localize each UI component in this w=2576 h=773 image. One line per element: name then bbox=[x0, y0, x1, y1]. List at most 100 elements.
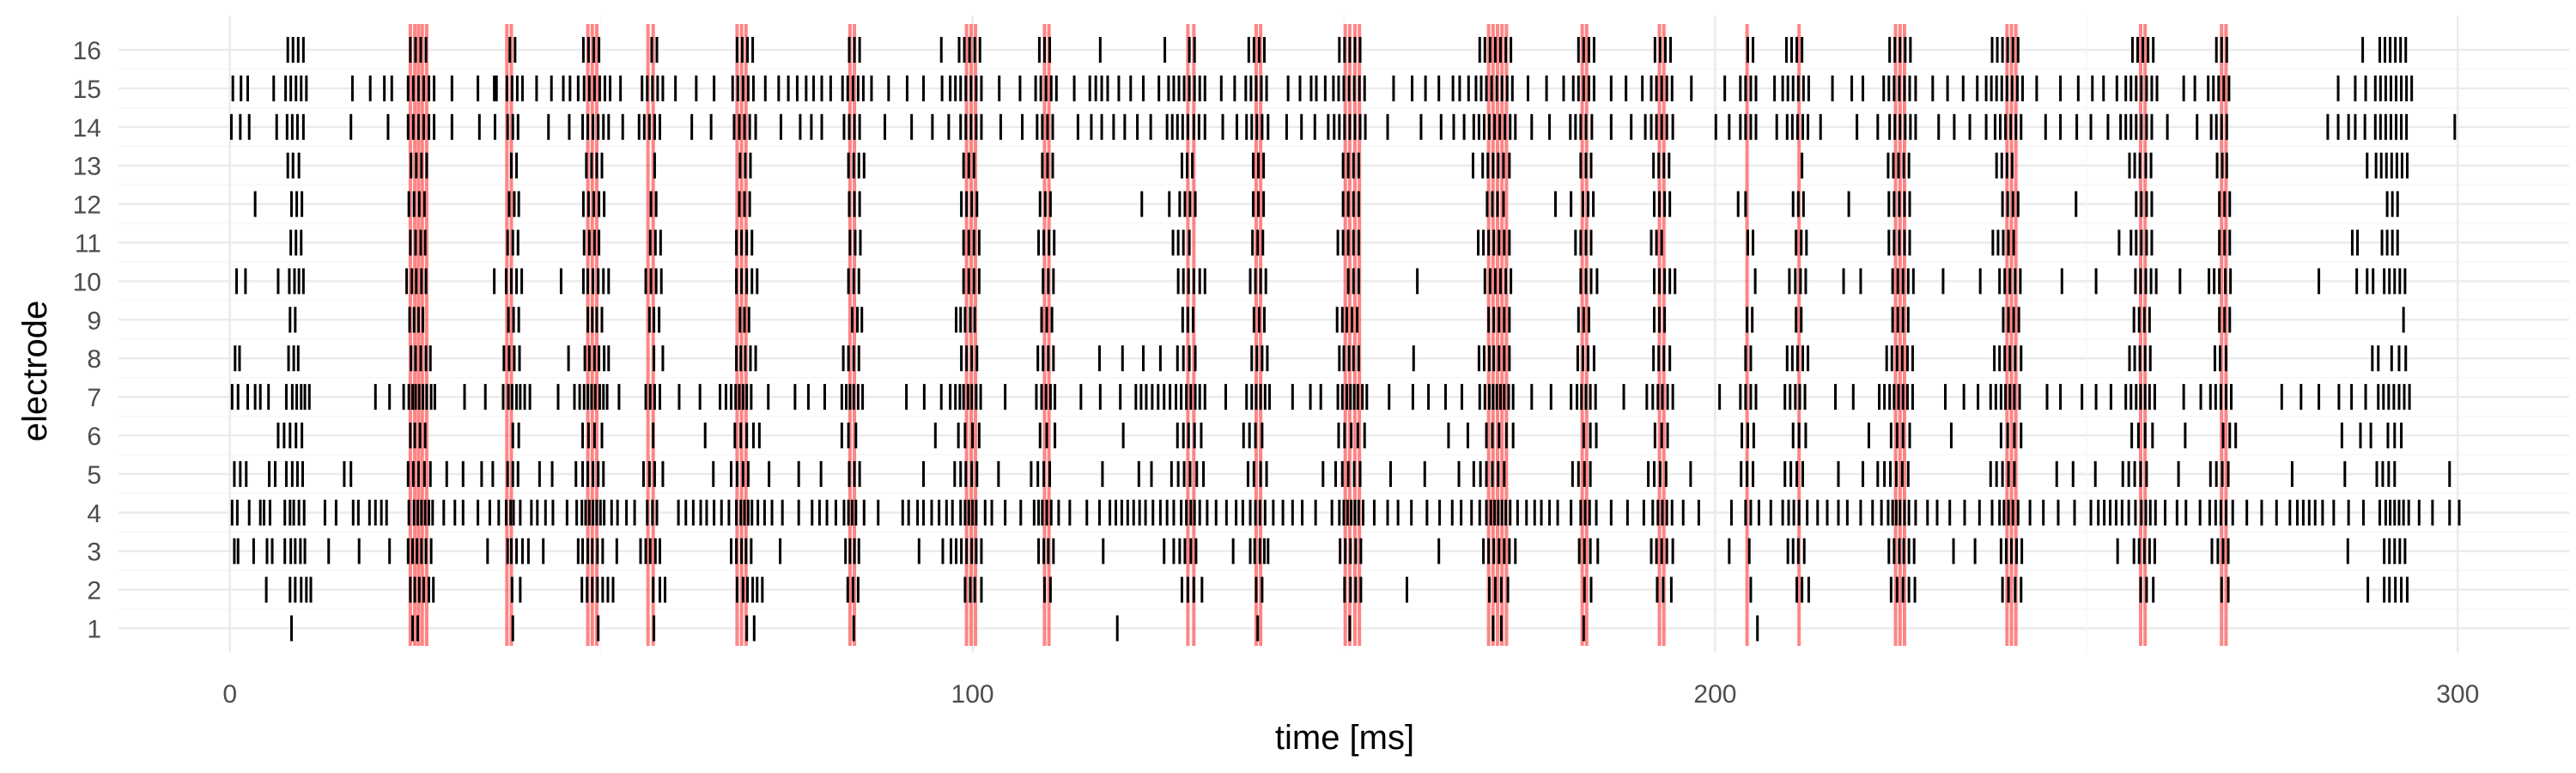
spike-electrode-5 bbox=[1321, 460, 1325, 487]
spike-electrode-6 bbox=[971, 423, 975, 448]
spike-electrode-7 bbox=[2109, 384, 2112, 411]
spike-electrode-8 bbox=[739, 345, 743, 372]
spike-electrode-10 bbox=[2014, 268, 2017, 295]
spike-electrode-15 bbox=[1990, 75, 1993, 101]
spike-electrode-5 bbox=[953, 460, 957, 487]
y-tick-label: 1 bbox=[87, 616, 101, 644]
spike-electrode-4 bbox=[1493, 499, 1497, 526]
spike-electrode-6 bbox=[2228, 423, 2232, 448]
spike-electrode-8 bbox=[2219, 345, 2222, 372]
spike-electrode-16 bbox=[586, 37, 590, 63]
spike-electrode-11 bbox=[648, 229, 652, 256]
spike-electrode-14 bbox=[511, 113, 514, 140]
spike-electrode-3 bbox=[917, 538, 920, 564]
spike-electrode-7 bbox=[433, 384, 436, 411]
spike-electrode-7 bbox=[1511, 384, 1515, 411]
spike-electrode-8 bbox=[2020, 345, 2023, 372]
spike-electrode-15 bbox=[609, 75, 612, 101]
spike-electrode-15 bbox=[811, 75, 815, 101]
spike-electrode-12 bbox=[1341, 191, 1345, 217]
spike-electrode-5 bbox=[1503, 460, 1506, 487]
spike-electrode-8 bbox=[1176, 345, 1179, 372]
spike-electrode-16 bbox=[2378, 37, 2381, 63]
spike-electrode-2 bbox=[300, 576, 303, 603]
spike-electrode-13 bbox=[2133, 152, 2136, 179]
spike-electrode-3 bbox=[1786, 538, 1789, 564]
spike-electrode-6 bbox=[1242, 423, 1245, 448]
spike-electrode-7 bbox=[1175, 384, 1178, 411]
spike-electrode-16 bbox=[513, 37, 517, 63]
spike-electrode-10 bbox=[592, 268, 595, 295]
spike-electrode-7 bbox=[1040, 384, 1043, 411]
spike-electrode-11 bbox=[1508, 229, 1511, 256]
spike-electrode-14 bbox=[653, 113, 656, 140]
spike-electrode-4 bbox=[1272, 499, 1275, 526]
spike-electrode-4 bbox=[1144, 499, 1147, 526]
spike-electrode-4 bbox=[488, 499, 491, 526]
spike-electrode-8 bbox=[1097, 345, 1101, 372]
spike-electrode-2 bbox=[2145, 576, 2148, 603]
spike-electrode-13 bbox=[1662, 152, 1666, 179]
spike-electrode-12 bbox=[748, 191, 751, 217]
spike-electrode-14 bbox=[2119, 113, 2123, 140]
spike-electrode-11 bbox=[1908, 229, 1911, 256]
spike-electrode-4 bbox=[762, 499, 766, 526]
spike-electrode-7 bbox=[515, 384, 519, 411]
spike-electrode-4 bbox=[677, 499, 680, 526]
spike-electrode-9 bbox=[1252, 307, 1255, 333]
spike-electrode-13 bbox=[2385, 152, 2388, 179]
spike-electrode-15 bbox=[805, 75, 808, 101]
spike-electrode-3 bbox=[2398, 538, 2402, 564]
spike-electrode-16 bbox=[1510, 37, 1513, 63]
spike-electrode-8 bbox=[1895, 345, 1899, 372]
spike-electrode-2 bbox=[969, 576, 972, 603]
spike-electrode-3 bbox=[615, 538, 618, 564]
spike-electrode-2 bbox=[2383, 576, 2386, 603]
spike-electrode-5 bbox=[853, 460, 856, 487]
spike-electrode-4 bbox=[750, 499, 754, 526]
spike-electrode-4 bbox=[512, 499, 515, 526]
spike-electrode-8 bbox=[607, 345, 611, 372]
spike-electrode-13 bbox=[2144, 152, 2148, 179]
spike-electrode-12 bbox=[1653, 191, 1656, 217]
spike-electrode-10 bbox=[857, 268, 860, 295]
spike-electrode-7 bbox=[724, 384, 727, 411]
spike-electrode-15 bbox=[1577, 75, 1580, 101]
spike-electrode-7 bbox=[1388, 384, 1391, 411]
spike-electrode-10 bbox=[1346, 268, 1350, 295]
spike-electrode-4 bbox=[1845, 499, 1849, 526]
spike-electrode-14 bbox=[2106, 113, 2110, 140]
spike-electrode-7 bbox=[1739, 384, 1742, 411]
spike-electrode-3 bbox=[1747, 538, 1751, 564]
spike-electrode-12 bbox=[517, 191, 520, 217]
spike-electrode-5 bbox=[586, 460, 590, 487]
spike-electrode-6 bbox=[2340, 423, 2343, 448]
spike-electrode-7 bbox=[1255, 384, 1258, 411]
spike-electrode-15 bbox=[969, 75, 973, 101]
spike-electrode-3 bbox=[965, 538, 969, 564]
spike-electrode-12 bbox=[1744, 191, 1747, 217]
spike-electrode-15 bbox=[1249, 75, 1253, 101]
spike-electrode-10 bbox=[1203, 268, 1206, 295]
spike-electrode-8 bbox=[1141, 345, 1145, 372]
spike-electrode-3 bbox=[1249, 538, 1252, 564]
spike-electrode-16 bbox=[1909, 37, 1912, 63]
spike-electrode-4 bbox=[1185, 499, 1188, 526]
event-marker bbox=[2005, 24, 2009, 646]
spike-electrode-4 bbox=[1057, 499, 1060, 526]
spike-electrode-12 bbox=[1502, 191, 1505, 217]
spike-electrode-4 bbox=[963, 499, 967, 526]
spike-electrode-15 bbox=[428, 75, 431, 101]
spike-electrode-10 bbox=[2144, 268, 2148, 295]
spike-electrode-3 bbox=[1339, 538, 1342, 564]
spike-electrode-3 bbox=[2137, 538, 2141, 564]
spike-electrode-9 bbox=[2142, 307, 2146, 333]
spike-electrode-5 bbox=[1876, 460, 1880, 487]
spike-electrode-16 bbox=[2404, 37, 2408, 63]
spike-electrode-13 bbox=[852, 152, 855, 179]
spike-electrode-16 bbox=[1498, 37, 1502, 63]
spike-electrode-3 bbox=[744, 538, 748, 564]
spike-electrode-1 bbox=[1256, 615, 1260, 642]
spike-electrode-6 bbox=[1901, 423, 1905, 448]
spike-electrode-14 bbox=[422, 113, 425, 140]
